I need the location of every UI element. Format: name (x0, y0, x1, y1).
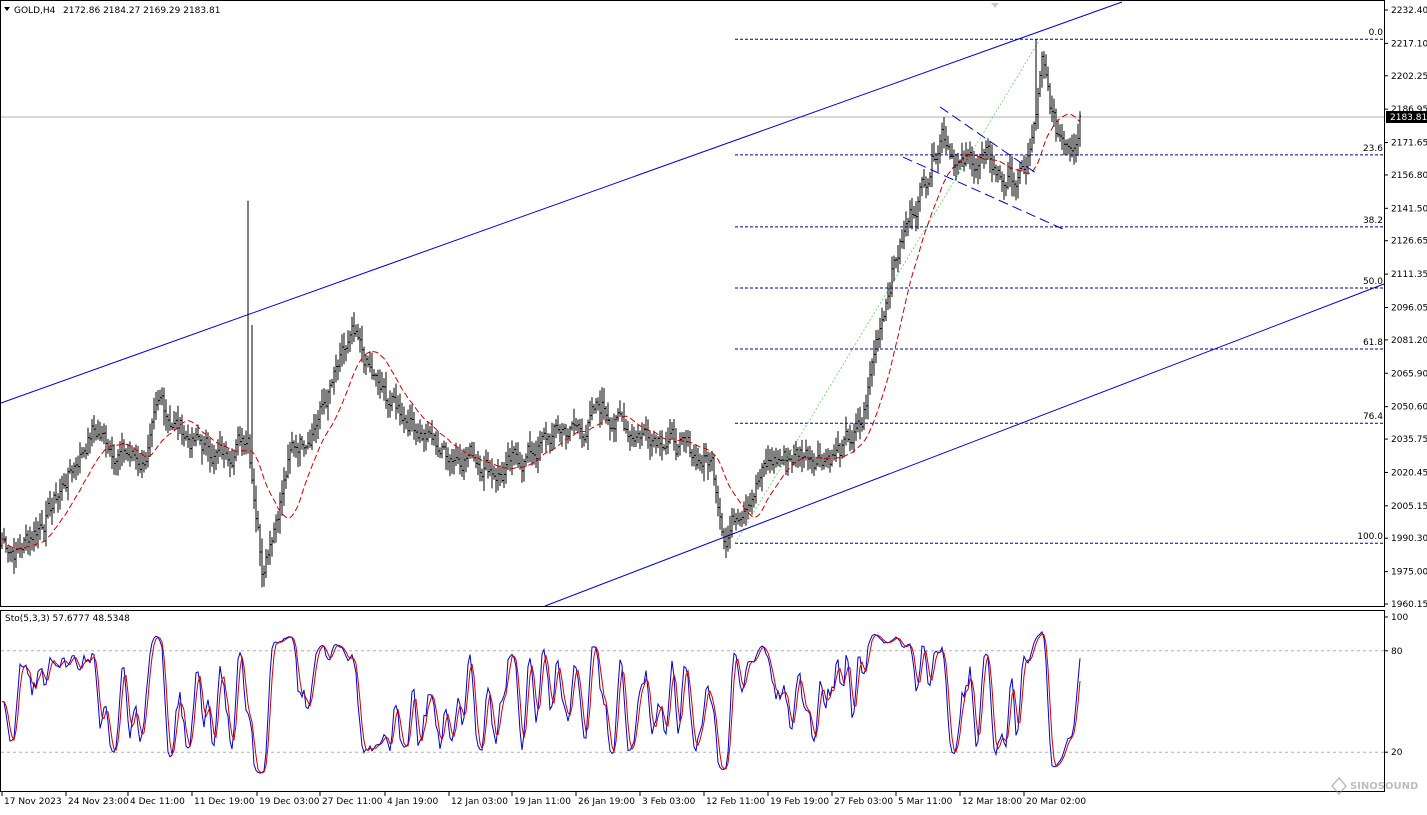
ma-line (2, 113, 1081, 550)
time-tick-label: 20 Mar 02:00 (1026, 797, 1086, 807)
time-tick-label: 24 Nov 23:00 (68, 797, 129, 807)
channel-upper-line (0, 1, 1123, 404)
price-tick-label: 2141.50 (1391, 204, 1427, 214)
time-tick-label: 27 Dec 11:00 (322, 797, 383, 807)
main-panel[interactable] (0, 0, 1385, 607)
time-tick-label: 26 Jan 19:00 (578, 797, 635, 807)
price-tick-label: 1990.30 (1391, 534, 1427, 544)
time-tick-label: 12 Feb 11:00 (706, 797, 765, 807)
fib-level-label: 100.0 (1357, 532, 1383, 542)
stochastic-signal-line (1, 633, 1081, 774)
svg-text:2183.81: 2183.81 (1390, 113, 1427, 123)
time-tick-label: 12 Mar 18:00 (962, 797, 1022, 807)
ohlc-values: 2172.86 2184.27 2169.29 2183.81 (63, 6, 220, 16)
time-tick-label: 19 Feb 19:00 (770, 797, 829, 807)
stochastic-levels: 100 80 20 (1, 613, 1408, 758)
watermark-text: SINOSOUND (1350, 781, 1418, 792)
time-tick-label: 4 Jan 19:00 (387, 797, 439, 807)
channel-lower-line (544, 283, 1385, 607)
price-tick-label: 2156.80 (1391, 171, 1427, 181)
price-tick-label: 2035.75 (1391, 435, 1427, 445)
logo-icon (1331, 776, 1347, 796)
fibonacci-retracement[interactable]: 0.0 23.6 38.2 50.0 61.8 76.4 100.0 (734, 28, 1384, 544)
wedge-pattern[interactable] (902, 106, 1064, 230)
price-axis: 2232.40 2217.10 2202.25 2186.95 2171.65 2156.… (1384, 6, 1427, 610)
price-tick-label: 2232.40 (1391, 6, 1427, 16)
candlestick-series (1, 39, 1081, 588)
price-tick-label: 2202.25 (1391, 72, 1427, 82)
indicator-panel[interactable] (0, 610, 1385, 792)
fib-level-label: 61.8 (1363, 338, 1383, 348)
price-tick-label: 2065.90 (1391, 369, 1427, 379)
wedge-upper-line (939, 106, 1039, 175)
stoch-tick-label: 100 (1391, 613, 1408, 623)
price-tick-label: 2020.45 (1391, 468, 1427, 478)
stochastic-oscillator (1, 630, 1081, 774)
price-tick-label: 2111.35 (1391, 270, 1427, 280)
fib-level-label: 0.0 (1369, 28, 1384, 38)
moving-average (2, 113, 1081, 550)
chevron-down-icon[interactable] (4, 7, 10, 11)
fib-level-label: 50.0 (1363, 277, 1383, 287)
time-tick-label: 12 Jan 03:00 (451, 797, 508, 807)
time-tick-label: 19 Dec 03:00 (259, 797, 320, 807)
price-tick-label: 2171.65 (1391, 139, 1427, 149)
fib-level-label: 38.2 (1363, 216, 1383, 226)
fib-level-label: 23.6 (1363, 144, 1383, 154)
price-tick-label: 2050.60 (1391, 403, 1427, 413)
symbol-label: GOLD,H4 (14, 6, 56, 16)
price-tick-label: 2005.15 (1391, 502, 1427, 512)
watermark-logo: SINOSOUND (1331, 776, 1418, 796)
stochastic-label: Sto(5,3,3) 57.6777 48.5348 (5, 614, 130, 624)
time-tick-label: 11 Dec 19:00 (194, 797, 255, 807)
stochastic-main-line (1, 630, 1081, 774)
stoch-tick-label: 20 (1391, 748, 1403, 758)
chart-header: GOLD,H4 2172.86 2184.27 2169.29 2183.81 (4, 6, 220, 16)
fib-level-label: 76.4 (1363, 412, 1383, 422)
time-axis: 17 Nov 2023 24 Nov 23:00 4 Dec 11:00 11 Dec… (1, 792, 1086, 807)
time-tick-label: 3 Feb 03:00 (642, 797, 696, 807)
time-tick-label: 4 Dec 11:00 (130, 797, 185, 807)
shift-marker-icon[interactable] (991, 3, 999, 8)
stoch-tick-label: 80 (1391, 647, 1403, 657)
current-price-badge: 2183.81 (1386, 111, 1427, 123)
time-tick-label: 5 Mar 11:00 (898, 797, 953, 807)
price-tick-label: 2217.10 (1391, 39, 1427, 49)
price-tick-label: 1960.15 (1391, 600, 1427, 610)
price-tick-label: 2096.05 (1391, 303, 1427, 313)
price-tick-label: 2081.20 (1391, 336, 1427, 346)
price-tick-label: 1975.00 (1391, 568, 1427, 578)
price-tick-label: 2186.95 (1391, 105, 1427, 115)
price-channel[interactable] (0, 1, 1385, 607)
time-tick-label: 17 Nov 2023 (4, 797, 62, 807)
time-tick-label: 27 Feb 03:00 (834, 797, 893, 807)
price-tick-label: 2126.65 (1391, 237, 1427, 247)
time-tick-label: 19 Jan 11:00 (514, 797, 571, 807)
